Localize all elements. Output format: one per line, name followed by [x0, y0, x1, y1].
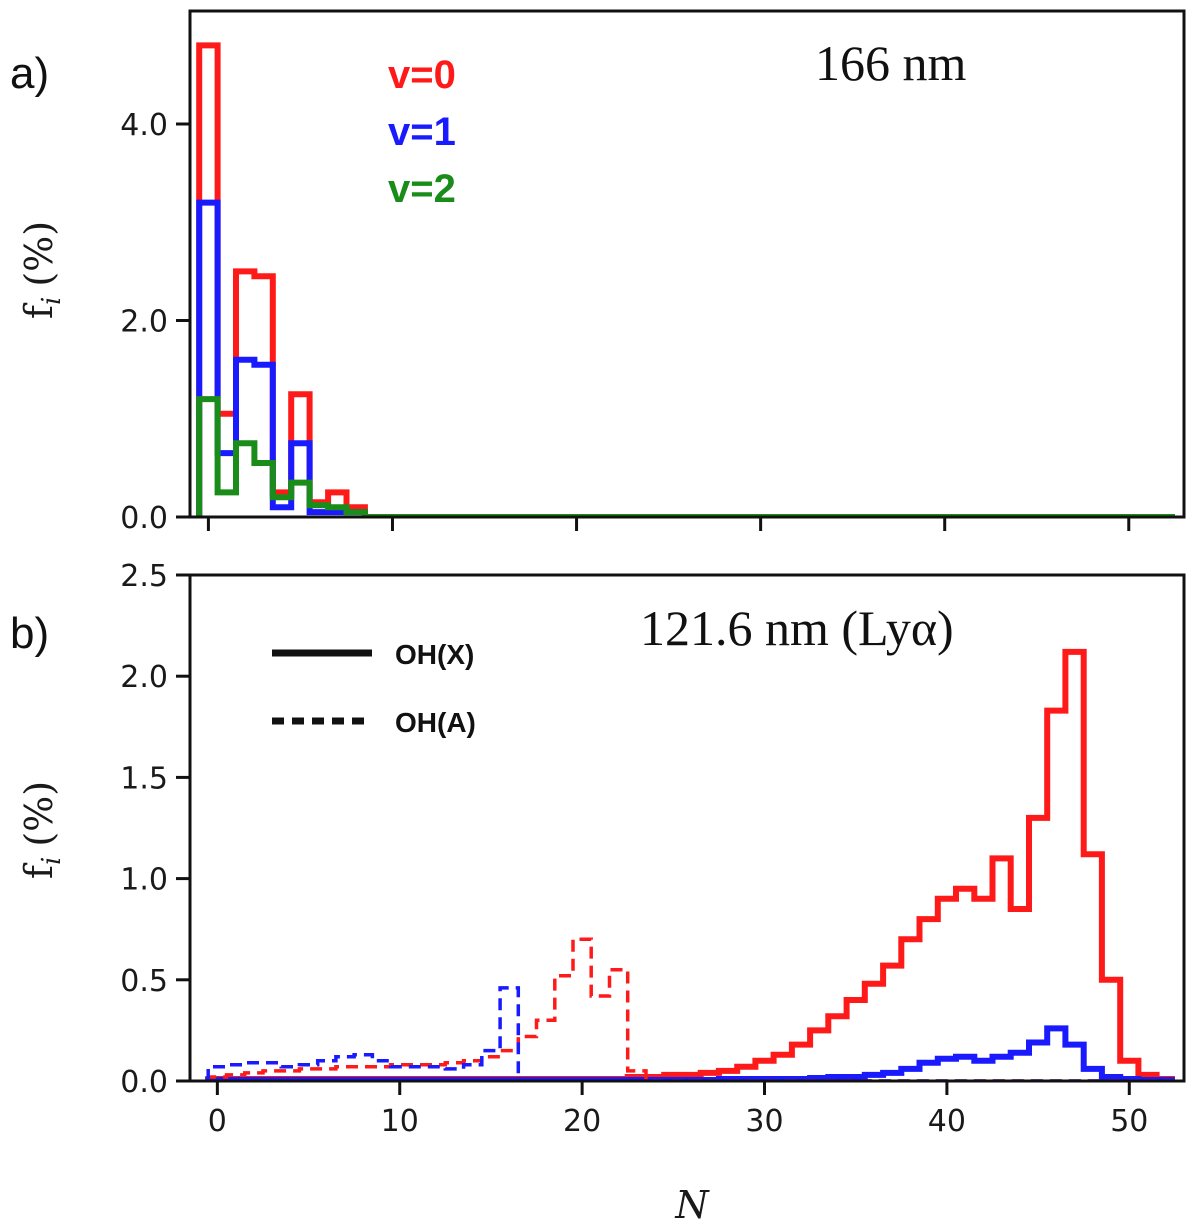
- panel-b-annotation: 121.6 nm (Lyα): [640, 600, 954, 656]
- y-tick-label-b-5: 2.5: [120, 559, 168, 594]
- panel-a-series: [196, 42, 1175, 517]
- panel-b-frame: [188, 573, 1186, 1083]
- panel-a-y-axis-label: fi (%): [17, 221, 67, 319]
- series-a-2: [196, 396, 1175, 517]
- panel-b-series: [205, 648, 1175, 1081]
- x-tick-label-b-2: 20: [563, 1104, 601, 1139]
- y-tick-label-a-1: 2.0: [120, 304, 168, 339]
- legend-v2: v=2: [388, 167, 456, 211]
- panel-b-label: b): [10, 609, 49, 658]
- series-a-0: [196, 42, 1175, 517]
- panel-b-x-ticks: 0 10 20 30 40 50: [208, 1081, 1148, 1139]
- y-tick-label-b-0: 0.0: [120, 1065, 168, 1100]
- y-tick-label-b-1: 0.5: [120, 964, 168, 999]
- panel-b-legend: OH(X) OH(A): [272, 639, 476, 738]
- panel-a-y-label-main: f: [17, 302, 61, 319]
- x-tick-label-b-0: 0: [208, 1104, 227, 1139]
- panel-a-legend: v=0 v=1 v=2: [388, 53, 456, 211]
- series-b-2: [206, 937, 1175, 1081]
- panel-a-frame: [188, 9, 1186, 519]
- y-tick-label-b-3: 1.5: [120, 761, 168, 796]
- legend-ohx: OH(X): [395, 639, 474, 670]
- panel-b-y-axis-label: fi (%): [17, 781, 67, 879]
- legend-v1: v=1: [388, 110, 456, 154]
- series-a-1: [196, 199, 1175, 517]
- x-tick-label-b-4: 40: [928, 1104, 966, 1139]
- panel-b-y-label-unit: (%): [17, 781, 61, 847]
- y-tick-label-a-2: 4.0: [120, 108, 168, 143]
- panel-a-annotation: 166 nm: [815, 35, 967, 91]
- panel-a-x-ticks: [206, 517, 1131, 531]
- panel-b-y-ticks: 0.0 0.5 1.0 1.5 2.0 2.5: [120, 559, 190, 1100]
- panel-b-y-label-sub: i: [37, 857, 67, 865]
- x-tick-label-b-3: 30: [745, 1104, 783, 1139]
- panel-a-y-ticks: 0.0 2.0 4.0: [120, 108, 190, 536]
- series-b-0: [205, 648, 1175, 1081]
- y-tick-label-b-2: 1.0: [120, 863, 168, 898]
- panel-a: 0.0 2.0 4.0 a) 166 nm v=0 v=1 v=2 fi (%): [10, 9, 1186, 536]
- panel-b-y-label-main: f: [17, 862, 61, 879]
- x-tick-label-b-5: 50: [1110, 1104, 1148, 1139]
- panel-a-label: a): [10, 49, 49, 98]
- legend-v0: v=0: [388, 53, 456, 97]
- panel-b: 0 10 20 30 40 50 0.0 0.5 1.0 1.5 2.0 2.5 b) 121.6 …: [10, 559, 1186, 1227]
- x-tick-label-b-1: 10: [381, 1104, 419, 1139]
- legend-oha: OH(A): [395, 707, 476, 738]
- y-tick-label-b-4: 2.0: [120, 660, 168, 695]
- panel-a-y-label-sub: i: [37, 297, 67, 305]
- series-b-3: [206, 986, 1175, 1081]
- x-axis-label: N: [674, 1183, 710, 1227]
- y-tick-label-a-0: 0.0: [120, 501, 168, 536]
- panel-a-y-label-unit: (%): [17, 221, 61, 287]
